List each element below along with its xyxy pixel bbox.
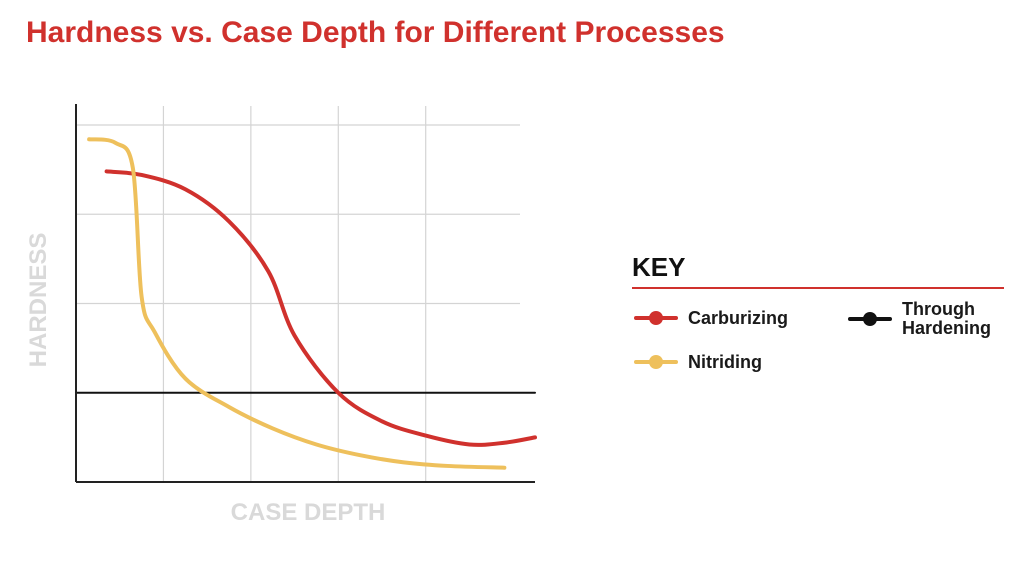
y-axis-label: HARDNESS <box>25 233 52 368</box>
chart-title: Hardness vs. Case Depth for Different Pr… <box>26 16 725 49</box>
plot-area: CASE DEPTH HARDNESS <box>25 104 537 526</box>
legend-label-through-hardening: Through Hardening <box>902 299 992 338</box>
legend-label-nitriding: Nitriding <box>688 351 762 372</box>
legend: KEY Carburizing Nitriding Through Harden… <box>632 252 1004 371</box>
legend-label-carburizing: Carburizing <box>688 307 789 328</box>
legend-swatch-carburizing <box>634 308 678 328</box>
grid <box>76 106 520 482</box>
legend-item-nitriding: Nitriding <box>634 352 762 372</box>
legend-swatch-nitriding <box>634 352 678 372</box>
legend-swatch-through-hardening <box>848 309 892 329</box>
legend-title: KEY <box>632 252 1004 289</box>
legend-item-carburizing: Carburizing <box>634 308 788 328</box>
series-line-nitriding <box>87 137 507 470</box>
legend-item-through-hardening: Through Hardening <box>848 300 1022 338</box>
series-line-carburizing <box>104 169 537 447</box>
series-layer <box>75 137 537 470</box>
x-axis-label: CASE DEPTH <box>231 499 386 526</box>
